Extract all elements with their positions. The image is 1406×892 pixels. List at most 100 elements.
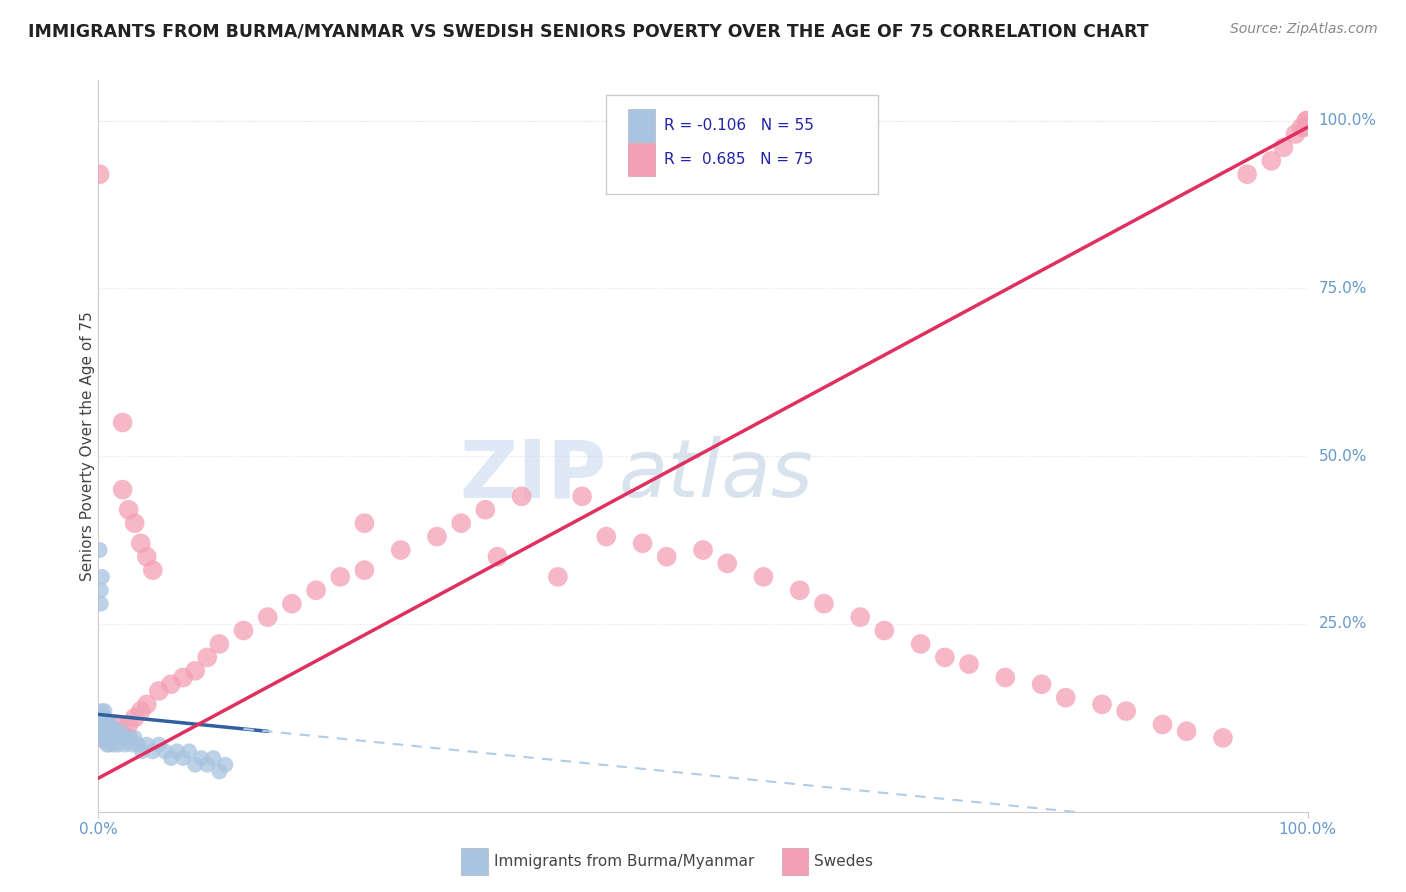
Text: Source: ZipAtlas.com: Source: ZipAtlas.com (1230, 22, 1378, 37)
Point (135, 698, 157, 712)
Point (486, 549, 509, 564)
Point (232, 624, 254, 638)
Text: Swedes: Swedes (814, 854, 873, 869)
FancyBboxPatch shape (461, 847, 488, 875)
Point (94, 731, 117, 745)
Point (1212, 731, 1234, 745)
Point (90, 583, 112, 598)
Text: R = -0.106   N = 55: R = -0.106 N = 55 (664, 118, 814, 133)
Point (118, 731, 141, 745)
Point (101, 724, 124, 739)
Point (90, 717, 112, 731)
Point (160, 677, 183, 691)
Point (789, 583, 811, 598)
Point (1091, 698, 1114, 712)
Point (353, 563, 375, 577)
Text: 50.0%: 50.0% (1319, 449, 1367, 464)
Point (148, 738, 170, 752)
Point (101, 731, 124, 745)
Point (1054, 690, 1077, 705)
Point (208, 764, 231, 779)
Point (1175, 724, 1198, 739)
Point (160, 751, 183, 765)
Point (91, 731, 114, 745)
Point (389, 543, 412, 558)
Point (91, 724, 114, 739)
Point (91, 731, 114, 745)
Point (104, 724, 127, 739)
Point (131, 744, 153, 758)
Text: 100.0%: 100.0% (1319, 113, 1376, 128)
Point (1295, 113, 1317, 128)
Point (90, 597, 112, 611)
Text: 75.0%: 75.0% (1319, 281, 1367, 296)
Point (97, 717, 120, 731)
Point (129, 704, 152, 718)
Point (93, 704, 115, 718)
Point (153, 744, 176, 758)
Point (1031, 677, 1053, 691)
Point (1272, 140, 1295, 154)
Point (1260, 153, 1282, 168)
Point (655, 549, 678, 564)
Point (127, 738, 149, 752)
Point (202, 751, 225, 765)
Point (108, 724, 131, 739)
Point (1236, 167, 1258, 181)
Point (118, 717, 141, 731)
Text: R =  0.685   N = 75: R = 0.685 N = 75 (664, 152, 814, 167)
Point (98, 738, 121, 752)
Point (98, 724, 121, 739)
Point (124, 516, 146, 531)
Point (100, 717, 122, 731)
Point (97, 731, 120, 745)
Point (692, 543, 714, 558)
Point (94, 731, 117, 745)
Text: Immigrants from Burma/Myanmar: Immigrants from Burma/Myanmar (494, 854, 754, 869)
Point (934, 650, 956, 665)
Point (195, 757, 218, 772)
Point (111, 731, 134, 745)
Point (96, 724, 118, 739)
Point (107, 738, 129, 752)
Point (177, 744, 201, 758)
Point (89, 543, 111, 558)
Point (716, 557, 738, 571)
Point (93, 711, 115, 725)
Point (89, 717, 111, 731)
Point (1294, 120, 1316, 135)
Point (190, 751, 212, 765)
Point (994, 671, 1017, 685)
Point (118, 502, 141, 516)
Text: atlas: atlas (619, 436, 813, 515)
FancyBboxPatch shape (606, 95, 879, 194)
Point (184, 664, 207, 678)
Point (172, 671, 194, 685)
Point (114, 738, 136, 752)
Point (91, 717, 114, 731)
Point (1296, 113, 1319, 128)
Point (1284, 127, 1306, 141)
Point (510, 489, 533, 503)
Point (89, 731, 111, 745)
Text: 25.0%: 25.0% (1319, 616, 1367, 632)
Point (353, 516, 375, 531)
Point (849, 610, 872, 624)
Point (547, 570, 569, 584)
Point (118, 731, 141, 745)
Point (595, 530, 617, 544)
Point (91, 704, 114, 718)
Point (100, 724, 122, 739)
Point (256, 610, 278, 624)
Point (91, 570, 114, 584)
Point (94, 717, 117, 731)
Point (124, 711, 146, 725)
Point (873, 624, 896, 638)
Point (184, 757, 207, 772)
Point (91, 731, 114, 745)
Point (281, 597, 304, 611)
Point (111, 416, 134, 430)
Point (1152, 717, 1174, 731)
Point (813, 597, 835, 611)
Point (108, 724, 131, 739)
